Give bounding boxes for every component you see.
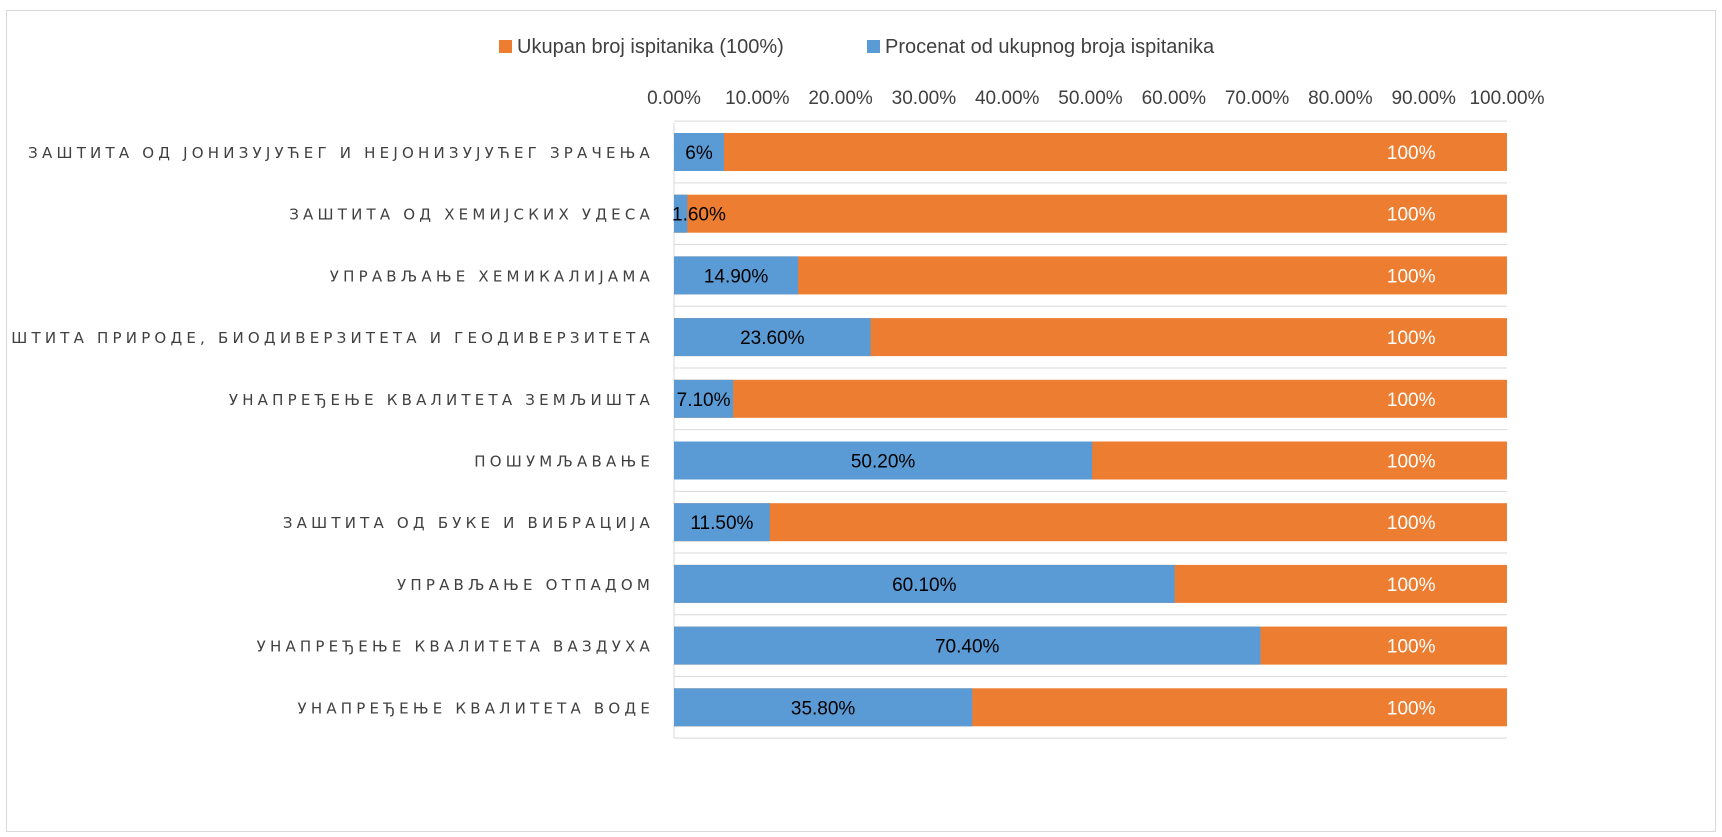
bar-percent <box>674 318 871 357</box>
x-tick-label: 0.00% <box>647 88 701 109</box>
data-label-percent: 50.20% <box>851 452 916 473</box>
bar-percent <box>674 564 1175 603</box>
data-labels: 6% 100% 1.60% 100% 14.90% 100% 23.60% 100% 7.10%… <box>672 143 1436 719</box>
legend-label-total: Ukupan broj ispitanika (100%) <box>517 36 784 58</box>
x-tick-label: 80.00% <box>1308 88 1373 109</box>
data-label-percent: 60.10% <box>892 575 957 596</box>
bar-percent <box>674 194 688 233</box>
data-label-total: 100% <box>1387 390 1436 411</box>
data-label-total: 100% <box>1387 205 1436 226</box>
x-tick-label: 100.00% <box>1469 88 1544 109</box>
category-label: ПОШУМЉАВАЊЕ <box>474 453 654 471</box>
x-axis-ticks: 0.00% 10.00% 20.00% 30.00% 40.00% 50.00% 60.00… <box>647 88 1545 109</box>
x-tick-label: 20.00% <box>808 88 873 109</box>
x-tick-label: 70.00% <box>1225 88 1290 109</box>
bar-total <box>674 503 1507 542</box>
bar-total <box>674 194 1507 233</box>
category-labels: ЗАШТИТА ОД ЈОНИЗУЈУЋЕГ И НЕЈОНИЗУЈУЋЕГ З… <box>7 144 655 717</box>
data-label-percent: 70.40% <box>935 637 1000 658</box>
legend-swatch-percent <box>867 40 880 53</box>
bar-total <box>674 133 1507 171</box>
data-label-total: 100% <box>1387 637 1436 658</box>
data-label-percent: 11.50% <box>690 513 753 534</box>
bar-percent <box>674 688 973 727</box>
data-label-total: 100% <box>1387 698 1436 719</box>
bar-total <box>674 256 1507 295</box>
data-label-total: 100% <box>1387 513 1436 534</box>
bar-percent <box>674 256 799 295</box>
data-label-total: 100% <box>1387 143 1436 164</box>
bar-percent <box>674 441 1093 480</box>
chart-frame: Ukupan broj ispitanika (100%) Procenat o… <box>6 10 1716 832</box>
data-label-percent: 23.60% <box>740 328 805 349</box>
category-label: ЗАШТИТА ОД ЈОНИЗУЈУЋЕГ И НЕЈОНИЗУЈУЋЕГ З… <box>28 144 654 162</box>
x-tick-label: 60.00% <box>1142 88 1207 109</box>
x-tick-label: 90.00% <box>1391 88 1456 109</box>
legend-swatch-total <box>499 40 512 53</box>
category-label: УПРАВЉАЊЕ ОТПАДОМ <box>397 576 654 594</box>
category-label: УНАПРЕЂЕЊЕ КВАЛИТЕТА ВОДЕ <box>298 699 655 717</box>
bars <box>674 133 1507 727</box>
bar-total <box>674 379 1507 418</box>
data-label-total: 100% <box>1387 452 1436 473</box>
data-label-percent: 14.90% <box>704 266 769 287</box>
x-tick-label: 50.00% <box>1058 88 1123 109</box>
bar-chart: Ukupan broj ispitanika (100%) Procenat o… <box>7 36 1545 739</box>
data-label-percent: 35.80% <box>791 698 856 719</box>
bar-percent <box>674 626 1261 665</box>
category-label: ЗАШТИТА ОД ХЕМИЈСКИХ УДЕСА <box>289 206 654 224</box>
category-label: ЗАШТИТА ОД БУКЕ И ВИБРАЦИЈА <box>283 514 654 532</box>
data-label-total: 100% <box>1387 266 1436 287</box>
category-label: УНАПРЕЂЕЊЕ КВАЛИТЕТА ВАЗДУХА <box>257 638 654 656</box>
x-tick-label: 30.00% <box>892 88 957 109</box>
category-label: ЗАШТИТА ПРИРОДЕ, БИОДИВЕРЗИТЕТА И ГЕОДИВ… <box>7 329 654 347</box>
bar-percent <box>674 133 724 171</box>
data-label-percent: 6% <box>685 143 713 164</box>
data-label-percent: 1.60% <box>672 205 726 226</box>
data-label-total: 100% <box>1387 575 1436 596</box>
legend: Ukupan broj ispitanika (100%) Procenat o… <box>499 36 1215 58</box>
data-label-total: 100% <box>1387 328 1436 349</box>
bar-percent <box>674 379 734 418</box>
bar-percent <box>674 503 770 542</box>
x-tick-label: 10.00% <box>725 88 790 109</box>
data-label-percent: 7.10% <box>677 390 731 411</box>
category-label: УПРАВЉАЊЕ ХЕМИКАЛИЈАМА <box>330 267 654 285</box>
x-tick-label: 40.00% <box>975 88 1040 109</box>
legend-label-percent: Procenat od ukupnog broja ispitanika <box>885 36 1215 58</box>
gridlines <box>673 120 1507 739</box>
category-label: УНАПРЕЂЕЊЕ КВАЛИТЕТА ЗЕМЉИШТА <box>229 391 654 409</box>
